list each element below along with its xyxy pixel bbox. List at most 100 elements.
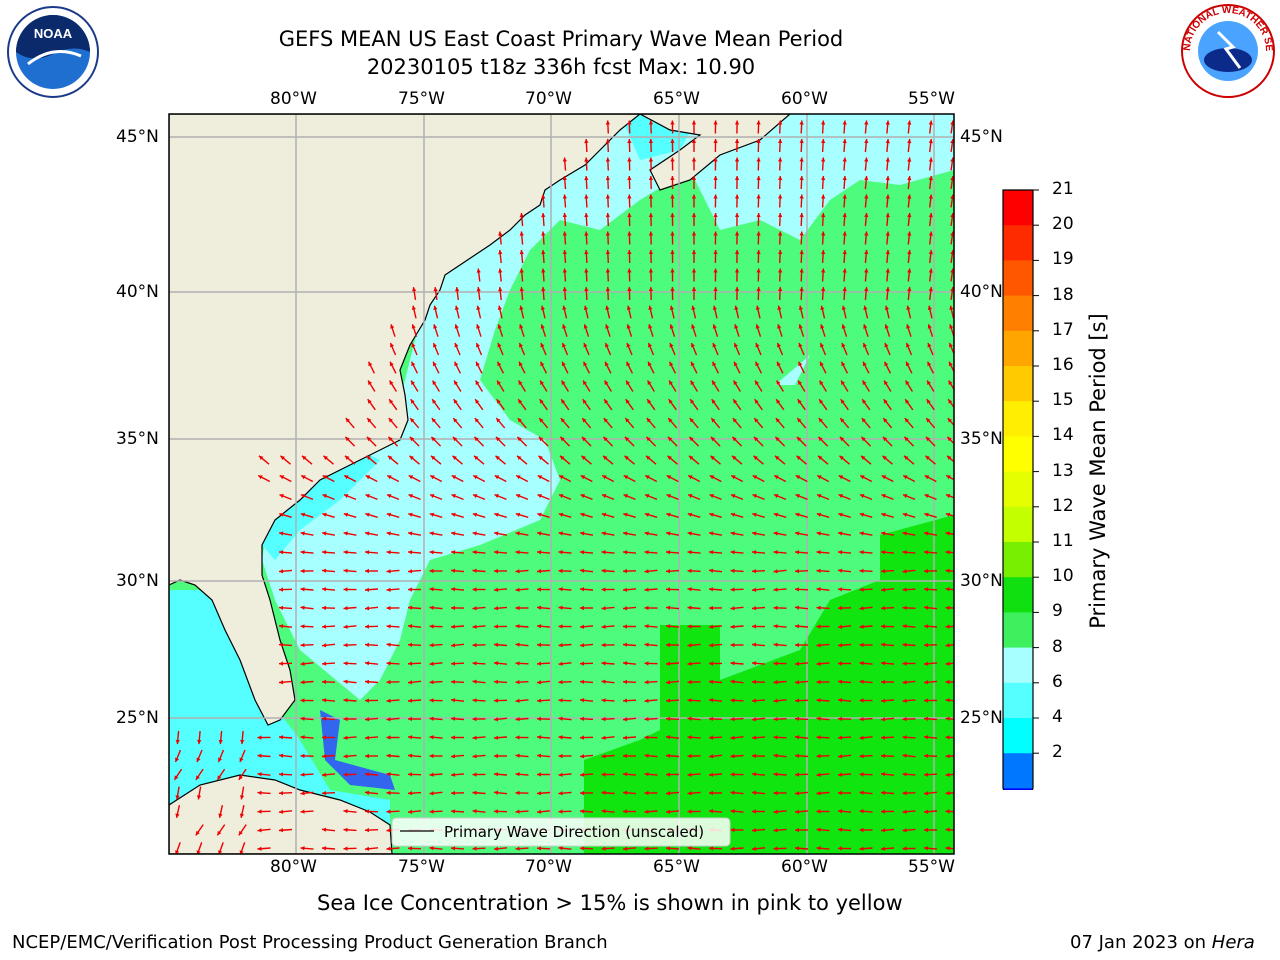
lon-tick-top-70w: 70°W	[525, 89, 572, 109]
colorbar-segment	[1003, 506, 1033, 543]
wave-arrow-head	[795, 587, 799, 592]
wave-arrow-head	[562, 324, 567, 329]
wave-arrow-head	[429, 643, 434, 648]
wave-arrow-head	[454, 361, 459, 367]
wave-arrow-head	[388, 418, 393, 423]
wave-arrow-head	[175, 850, 180, 854]
wave-arrow-head	[495, 436, 501, 442]
wave-arrow-head	[713, 176, 718, 180]
wave-arrow-head	[905, 361, 910, 367]
wave-arrow-head	[345, 455, 350, 460]
wave-arrow-head	[386, 661, 391, 666]
wave-arrow-head	[734, 305, 739, 310]
wave-arrow-head	[280, 455, 285, 460]
wave-arrow-head	[881, 698, 886, 703]
wave-arrow-head	[730, 642, 735, 648]
wave-arrow-head	[343, 754, 348, 759]
wave-arrow-head	[648, 305, 653, 310]
wave-arrow-head	[494, 772, 499, 777]
wave-arrow-head	[816, 531, 821, 536]
wave-arrow-head	[322, 587, 327, 592]
wave-arrow-head	[777, 305, 782, 310]
wave-arrow-head	[795, 735, 800, 740]
wave-arrow-head	[859, 754, 864, 759]
wave-arrow-head	[839, 436, 845, 442]
wave-arrow-head	[239, 813, 245, 818]
wave-arrow-head	[773, 772, 778, 777]
wave-arrow-head	[691, 343, 695, 348]
wave-arrow-head	[670, 176, 675, 180]
colorbar-extend-triangle	[1003, 788, 1033, 790]
wave-arrow-head	[605, 194, 610, 199]
wave-arrow-head	[902, 569, 907, 574]
wave-arrow-head	[644, 550, 649, 555]
wave-arrow-head	[885, 231, 890, 236]
wave-arrow-head	[795, 716, 800, 721]
wave-arrow-head	[218, 739, 223, 744]
wave-arrow-head	[669, 343, 674, 348]
wave-arrow-head	[429, 735, 434, 740]
wave-arrow-head	[558, 531, 563, 536]
wave-arrow-head	[864, 120, 869, 125]
wave-arrow-head	[905, 380, 910, 385]
wave-arrow-head	[647, 361, 652, 367]
wave-arrow-head	[648, 250, 654, 254]
wave-arrow-head	[838, 587, 843, 592]
wave-arrow-head	[881, 550, 886, 555]
wave-arrow-head	[322, 531, 327, 536]
wave-arrow-head	[711, 418, 716, 423]
wave-arrow-head	[902, 846, 907, 851]
wave-arrow-head	[687, 568, 692, 573]
wave-arrow-head	[838, 735, 843, 740]
wave-arrow-head	[558, 550, 563, 555]
wave-arrow-head	[644, 846, 649, 851]
wave-arrow-head	[795, 642, 799, 648]
lat-tick-left-25n: 25°N	[116, 708, 159, 728]
wave-arrow-head	[882, 436, 888, 442]
wave-arrow-head	[279, 772, 283, 777]
wave-arrow-head	[408, 698, 413, 703]
colorbar-segment	[1003, 542, 1033, 578]
wave-arrow-head	[838, 772, 843, 777]
wave-arrow-head	[580, 494, 585, 499]
wave-arrow-head	[945, 661, 950, 666]
wave-arrow-head	[713, 250, 718, 254]
wave-arrow-head	[365, 809, 370, 814]
wave-arrow-head	[279, 624, 284, 629]
colorbar-tick-label: 12	[1052, 495, 1074, 516]
wave-arrow-head	[494, 753, 498, 759]
wave-arrow-head	[494, 587, 499, 592]
wave-arrow-head	[816, 716, 821, 721]
wave-arrow-head	[733, 399, 738, 404]
wave-arrow-head	[518, 361, 523, 367]
wave-arrow-head	[885, 176, 890, 181]
wave-arrow-head	[838, 754, 843, 759]
colorbar-tick-label: 15	[1052, 390, 1074, 411]
wave-arrow-head	[863, 343, 867, 348]
wave-arrow-head	[778, 139, 783, 143]
wave-arrow-head	[948, 380, 953, 385]
wave-arrow-head	[820, 305, 825, 310]
wave-arrow-head	[924, 568, 928, 574]
wave-arrow-head	[711, 399, 716, 404]
wave-arrow-head	[752, 475, 758, 480]
wave-arrow-head	[816, 846, 821, 851]
wave-arrow-head	[623, 679, 627, 685]
wave-arrow-head	[279, 753, 284, 758]
wave-arrow-head	[540, 343, 545, 348]
wave-arrow-head	[580, 698, 585, 703]
wave-arrow-head	[453, 399, 458, 404]
wave-arrow-head	[924, 624, 929, 629]
wave-arrow-head	[605, 120, 610, 125]
wave-arrow-head	[430, 494, 435, 499]
wave-arrow-head	[624, 436, 630, 442]
wave-arrow-head	[454, 305, 459, 310]
light-cyan-coastal-band	[262, 114, 954, 700]
wave-arrow-head	[475, 361, 480, 367]
wave-arrow-head	[322, 475, 328, 480]
wave-arrow-head	[816, 605, 821, 610]
wave-arrow-head	[389, 399, 394, 404]
wave-arrow-head	[558, 791, 563, 796]
wave-arrow-head	[731, 494, 736, 499]
wave-arrow-head	[473, 494, 478, 499]
